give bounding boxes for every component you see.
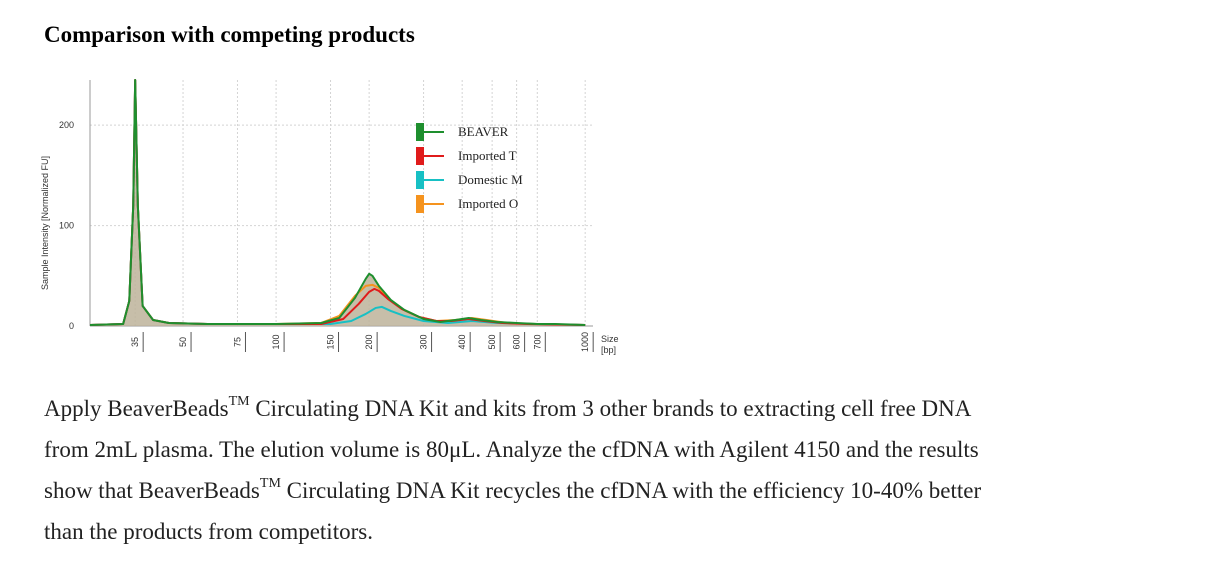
y-tick-label: 0 <box>69 321 74 331</box>
x-tick-label: 600 <box>512 334 522 349</box>
description-line-3: show that BeaverBeadsTM Circulating DNA … <box>44 476 982 503</box>
x-tick-label: 100 <box>271 334 281 349</box>
y-axis-label: Sample Intensity [Normalized FU] <box>40 156 50 290</box>
area-fill <box>90 80 586 326</box>
x-tick-label: 75 <box>232 337 242 347</box>
legend-label: Domestic M <box>458 172 523 187</box>
x-tick-label: 150 <box>326 334 336 349</box>
x-tick-label: 400 <box>457 334 467 349</box>
legend-label: BEAVER <box>458 124 509 139</box>
y-tick-label: 100 <box>59 221 74 231</box>
legend-swatch <box>416 147 424 165</box>
electropherogram-chart: 0 100 200 Sample Intensity [Normalized FU] 3… <box>30 72 620 372</box>
description: Apply BeaverBeadsTM Circulating DNA Kit … <box>44 388 1154 552</box>
x-axis-unit-label: Size <box>601 334 619 344</box>
legend-label: Imported T <box>458 148 517 163</box>
description-line-1: Apply BeaverBeadsTM Circulating DNA Kit … <box>44 394 972 421</box>
x-tick-label: 300 <box>419 334 429 349</box>
legend-swatch <box>416 171 424 189</box>
x-tick-label: 200 <box>364 334 374 349</box>
chart-svg: 0 100 200 Sample Intensity [Normalized FU] 3… <box>40 79 619 355</box>
legend-swatch <box>416 195 424 213</box>
legend-label: Imported O <box>458 196 518 211</box>
x-tick-label: 35 <box>130 337 140 347</box>
x-tick-label: 700 <box>532 334 542 349</box>
series-line-beaver <box>89 79 586 326</box>
x-tick-label: 500 <box>487 334 497 349</box>
page-heading: Comparison with competing products <box>44 22 415 47</box>
x-axis-unit-suffix: [bp] <box>601 345 616 355</box>
y-tick-label: 200 <box>59 120 74 130</box>
x-tick-label: 50 <box>178 337 188 347</box>
description-line-4: than the products from competitors. <box>44 519 373 544</box>
description-line-2: from 2mL plasma. The elution volume is 8… <box>44 437 979 462</box>
legend-swatch <box>416 123 424 141</box>
x-tick-label: 1000 <box>580 332 590 352</box>
